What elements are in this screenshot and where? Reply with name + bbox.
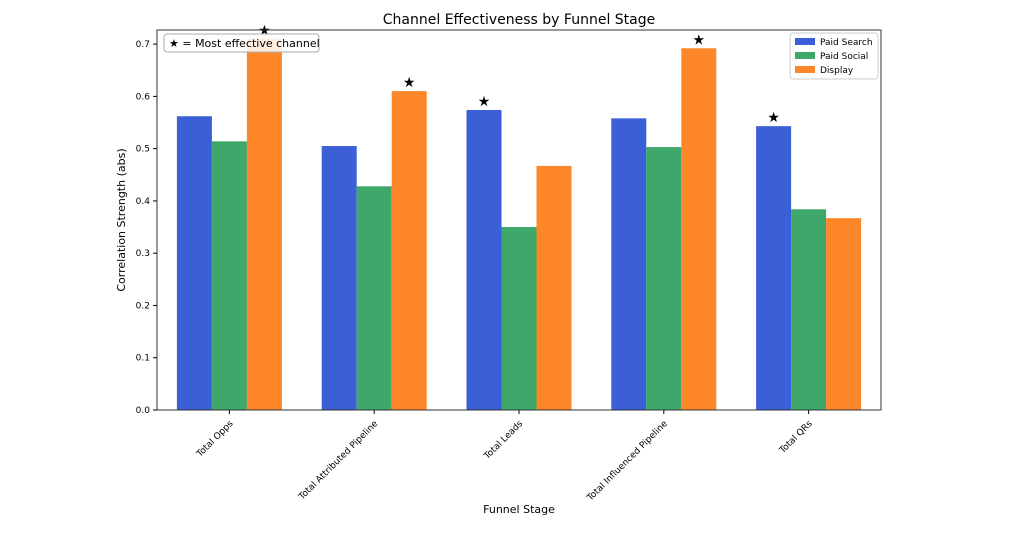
y-tick-label: 0.2: [136, 301, 150, 311]
annotation-box: [163, 33, 320, 53]
bar-display: [536, 165, 572, 410]
y-tick-label: 0.4: [136, 197, 151, 207]
legend-swatch: [795, 66, 815, 73]
bar-paid-search: [176, 116, 212, 410]
star-marker: ★: [693, 32, 706, 48]
bar-paid-social: [356, 186, 392, 410]
x-tick-label: Total Attributed Pipeline: [297, 419, 381, 503]
y-tick-label: 0.7: [136, 40, 150, 50]
bar-paid-search: [321, 146, 357, 410]
y-tick-label: 0.0: [136, 406, 151, 416]
y-tick-label: 0.3: [136, 249, 150, 259]
bar-display: [826, 218, 862, 410]
bar-display: [391, 91, 427, 411]
bar-paid-search: [756, 126, 792, 411]
legend-label: Display: [820, 66, 854, 76]
x-tick-label: Total QRs: [777, 419, 815, 457]
legend-label: Paid Search: [820, 38, 873, 48]
legend-swatch: [795, 52, 815, 59]
bar-paid-social: [501, 227, 537, 410]
bar-paid-search: [611, 118, 647, 410]
y-tick-label: 0.1: [136, 354, 150, 364]
bar-display: [681, 48, 717, 410]
star-marker: ★: [403, 75, 416, 91]
x-axis-label: Funnel Stage: [483, 503, 555, 516]
bar-paid-search: [466, 109, 502, 411]
star-marker: ★: [478, 94, 491, 110]
plot-frame: [156, 29, 882, 411]
y-axis-label: Correlation Strength (abs): [115, 148, 128, 291]
chart-title: Channel Effectiveness by Funnel Stage: [383, 12, 655, 28]
star-marker: ★: [767, 110, 780, 126]
x-tick-label: Total Opps: [194, 419, 235, 460]
annotation-text: ★ = Most effective channel: [169, 37, 320, 50]
legend-label: Paid Social: [820, 52, 868, 62]
y-tick-label: 0.6: [136, 92, 151, 102]
x-tick-label: Total Influenced Pipeline: [585, 419, 670, 504]
bar-paid-social: [211, 141, 247, 411]
bar-paid-social: [791, 209, 827, 410]
y-tick-label: 0.5: [136, 145, 150, 155]
bar-paid-social: [646, 147, 682, 410]
x-tick-label: Total Leads: [482, 419, 525, 462]
bar-display: [246, 38, 282, 410]
legend-swatch: [795, 38, 815, 45]
